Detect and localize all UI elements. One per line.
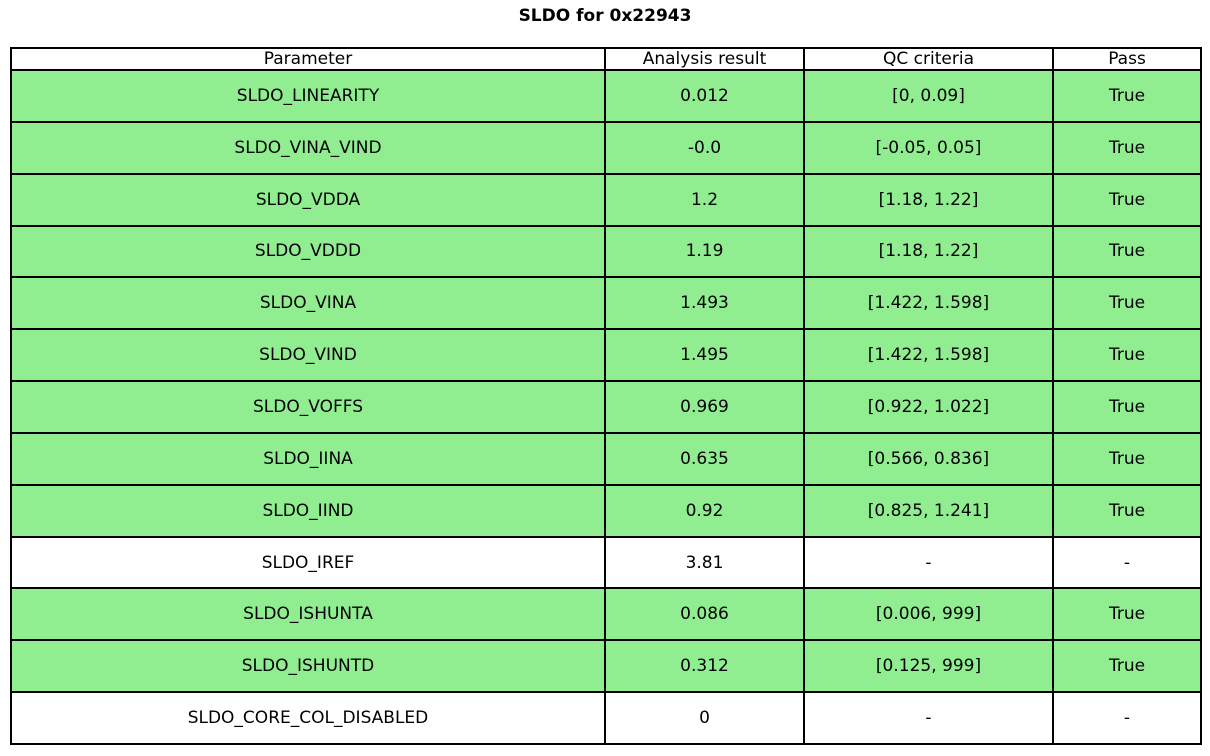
table-row: SLDO_IIND 0.92 [0.825, 1.241] True xyxy=(10,483,1202,538)
table-row: SLDO_IREF 3.81- - xyxy=(10,535,1202,590)
cell-parameter: SLDO_VINA xyxy=(10,276,606,331)
cell-criteria: [0.125, 999] xyxy=(803,639,1054,694)
cell-pass: True xyxy=(1052,120,1202,175)
table-row: SLDO_VOFFS 0.969 [0.922, 1.022] True xyxy=(10,380,1202,434)
cell-criteria: [0.922, 1.022] xyxy=(803,380,1054,434)
cell-result: -0.0 xyxy=(604,120,805,175)
cell-pass: True xyxy=(1052,328,1202,383)
cell-result: 1.493 xyxy=(604,276,805,331)
cell-result: 0.012 xyxy=(604,69,805,123)
cell-result: 1.19 xyxy=(604,224,805,279)
cell-criteria: [1.422, 1.598] xyxy=(803,276,1054,331)
cell-criteria: [0.825, 1.241] xyxy=(803,483,1054,538)
cell-pass: True xyxy=(1052,69,1202,123)
table-row: SLDO_IINA 0.635 [0.566, 0.836] True xyxy=(10,431,1202,486)
cell-result: 0 xyxy=(604,691,805,745)
table-row: SLDO_LINEARITY 0.012 [0, 0.09] True xyxy=(10,69,1202,123)
cell-parameter: SLDO_VINA_VIND xyxy=(10,120,606,175)
col-header-pass: Pass xyxy=(1052,47,1202,71)
cell-parameter: SLDO_VOFFS xyxy=(10,380,606,434)
cell-criteria: [0, 0.09] xyxy=(803,69,1054,123)
figure-title: SLDO for 0x22943 xyxy=(518,6,692,26)
cell-pass: True xyxy=(1052,587,1202,642)
cell-parameter: SLDO_IREF xyxy=(10,535,606,590)
table-row: SLDO_CORE_COL_DISABLED 0- - xyxy=(10,691,1202,745)
col-header-parameter: Parameter xyxy=(10,47,606,71)
table-row: SLDO_VDDA 1.2 [1.18, 1.22] True xyxy=(10,172,1202,227)
cell-parameter: SLDO_CORE_COL_DISABLED xyxy=(10,691,606,745)
col-header-analysis-result: Analysis result xyxy=(604,47,805,71)
cell-result: 0.086 xyxy=(604,587,805,642)
table-row: SLDO_VINA 1.493 [1.422, 1.598] True xyxy=(10,276,1202,331)
cell-pass: - xyxy=(1052,691,1202,745)
cell-criteria: [1.422, 1.598] xyxy=(803,328,1054,383)
cell-pass: True xyxy=(1052,483,1202,538)
cell-result: 1.495 xyxy=(604,328,805,383)
cell-pass: True xyxy=(1052,639,1202,694)
table-row: SLDO_ISHUNTA 0.086 [0.006, 999] True xyxy=(10,587,1202,642)
cell-pass: - xyxy=(1052,535,1202,590)
col-header-qc-criteria: QC criteria xyxy=(803,47,1054,71)
qc-results-table: Parameter Analysis result QC criteria Pa… xyxy=(10,47,1202,745)
cell-criteria: [0.006, 999] xyxy=(803,587,1054,642)
cell-parameter: SLDO_ISHUNTD xyxy=(10,639,606,694)
cell-criteria: - xyxy=(803,535,1054,590)
cell-pass: True xyxy=(1052,224,1202,279)
cell-parameter: SLDO_VDDA xyxy=(10,172,606,227)
cell-result: 3.81 xyxy=(604,535,805,590)
header-row: Parameter Analysis result QC criteria Pa… xyxy=(10,47,1202,71)
cell-pass: True xyxy=(1052,380,1202,434)
cell-criteria: [1.18, 1.22] xyxy=(803,172,1054,227)
cell-parameter: SLDO_VIND xyxy=(10,328,606,383)
cell-parameter: SLDO_ISHUNTA xyxy=(10,587,606,642)
cell-result: 0.969 xyxy=(604,380,805,434)
cell-result: 0.635 xyxy=(604,431,805,486)
table-row: SLDO_VDDD 1.19 [1.18, 1.22] True xyxy=(10,224,1202,279)
table-row: SLDO_ISHUNTD 0.312 [0.125, 999] True xyxy=(10,639,1202,694)
cell-result: 1.2 xyxy=(604,172,805,227)
cell-parameter: SLDO_IINA xyxy=(10,431,606,486)
cell-pass: True xyxy=(1052,276,1202,331)
cell-result: 0.92 xyxy=(604,483,805,538)
cell-result: 0.312 xyxy=(604,639,805,694)
table-row: SLDO_VIND 1.495 [1.422, 1.598] True xyxy=(10,328,1202,383)
cell-parameter: SLDO_LINEARITY xyxy=(10,69,606,123)
cell-criteria: - xyxy=(803,691,1054,745)
cell-parameter: SLDO_VDDD xyxy=(10,224,606,279)
cell-criteria: [1.18, 1.22] xyxy=(803,224,1054,279)
cell-pass: True xyxy=(1052,431,1202,486)
cell-parameter: SLDO_IIND xyxy=(10,483,606,538)
cell-pass: True xyxy=(1052,172,1202,227)
cell-criteria: [-0.05, 0.05] xyxy=(803,120,1054,175)
cell-criteria: [0.566, 0.836] xyxy=(803,431,1054,486)
table-row: SLDO_VINA_VIND -0.0 [-0.05, 0.05] True xyxy=(10,120,1202,175)
